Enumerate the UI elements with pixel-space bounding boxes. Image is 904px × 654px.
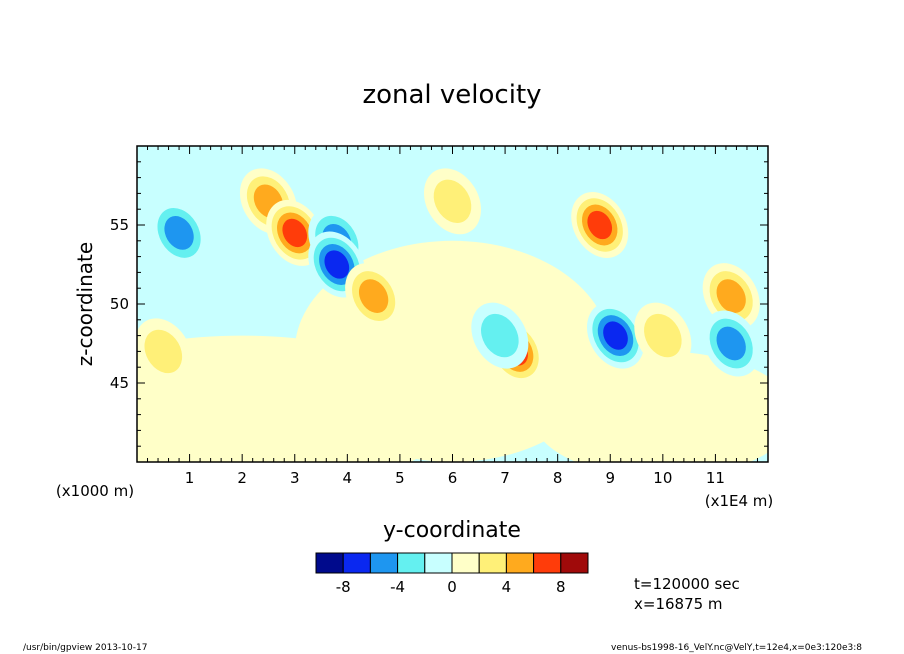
field-contour bbox=[144, 329, 183, 374]
colorbar-swatch bbox=[397, 552, 426, 574]
field-contour bbox=[603, 321, 628, 350]
x-tick-label: 4 bbox=[343, 469, 353, 487]
x-axis: 1 2 3 4 5 6 7 8 9 10 11 bbox=[136, 146, 769, 487]
field-contour bbox=[481, 313, 519, 358]
x-tick-label: 7 bbox=[500, 469, 510, 487]
position-label: x=16875 m bbox=[634, 595, 723, 613]
x-axis-label: y-coordinate bbox=[383, 518, 521, 543]
field-contour bbox=[324, 250, 350, 279]
y-tick-label: 55 bbox=[110, 216, 129, 234]
colorbar-swatch bbox=[505, 552, 535, 574]
colorbar-swatch bbox=[424, 552, 453, 574]
field-region bbox=[531, 351, 768, 462]
y-tick-label: 45 bbox=[110, 374, 129, 392]
field-contour bbox=[358, 279, 389, 313]
velocity-field bbox=[137, 168, 768, 462]
colorbar-label: 0 bbox=[447, 578, 457, 596]
field-contour bbox=[164, 216, 194, 250]
field-contour bbox=[433, 179, 472, 223]
colorbar-label: 4 bbox=[502, 578, 512, 596]
x-scale-note: (x1E4 m) bbox=[705, 492, 774, 510]
colorbar-swatch bbox=[342, 552, 371, 574]
colorbar-label: -8 bbox=[336, 578, 351, 596]
footer-left: /usr/bin/gpview 2013-10-17 bbox=[23, 643, 147, 653]
colorbar-swatch bbox=[560, 552, 589, 574]
colorbar-swatch bbox=[533, 552, 562, 574]
x-tick-label: 2 bbox=[237, 469, 247, 487]
x-tick-label: 9 bbox=[605, 469, 615, 487]
colorbar-label: -4 bbox=[390, 578, 405, 596]
y-tick-label: 50 bbox=[110, 295, 129, 313]
x-tick-label: 5 bbox=[395, 469, 405, 487]
field-contour bbox=[587, 210, 613, 240]
x-tick-label: 11 bbox=[706, 469, 725, 487]
y-axis: 45 50 55 bbox=[110, 145, 768, 463]
x-tick-label: 3 bbox=[290, 469, 300, 487]
colorbar-swatch bbox=[451, 552, 480, 574]
x-tick-label: 6 bbox=[448, 469, 458, 487]
field-contour bbox=[282, 218, 308, 248]
colorbar: -8 -4 0 4 8 bbox=[315, 552, 589, 596]
time-label: t=120000 sec bbox=[634, 575, 740, 593]
x-tick-label: 1 bbox=[185, 469, 195, 487]
field-contour bbox=[644, 313, 682, 358]
colorbar-swatch bbox=[315, 552, 344, 574]
field-contour bbox=[716, 279, 746, 313]
chart-title: zonal velocity bbox=[362, 80, 541, 110]
colorbar-label: 8 bbox=[556, 578, 566, 596]
colorbar-swatch bbox=[478, 552, 507, 574]
footer-right: venus-bs1998-16_VelY.nc@VelY,t=12e4,x=0e… bbox=[611, 643, 862, 653]
x-tick-label: 8 bbox=[553, 469, 563, 487]
x-tick-label: 10 bbox=[653, 469, 672, 487]
colorbar-swatch bbox=[369, 552, 399, 574]
y-axis-label: z-coordinate bbox=[73, 242, 97, 366]
field-contour bbox=[716, 326, 746, 361]
y-scale-note: (x1000 m) bbox=[56, 482, 134, 500]
